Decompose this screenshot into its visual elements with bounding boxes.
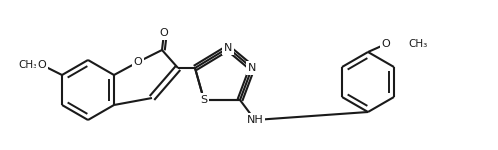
Text: CH₃: CH₃ xyxy=(408,39,427,49)
Text: O: O xyxy=(133,57,142,67)
Text: O: O xyxy=(38,60,46,70)
Text: N: N xyxy=(248,63,256,73)
Text: CH₃: CH₃ xyxy=(19,60,38,70)
Text: NH: NH xyxy=(247,115,263,125)
Text: N: N xyxy=(224,43,232,53)
Text: O: O xyxy=(160,28,168,38)
Text: S: S xyxy=(200,95,208,105)
Text: O: O xyxy=(381,39,390,49)
